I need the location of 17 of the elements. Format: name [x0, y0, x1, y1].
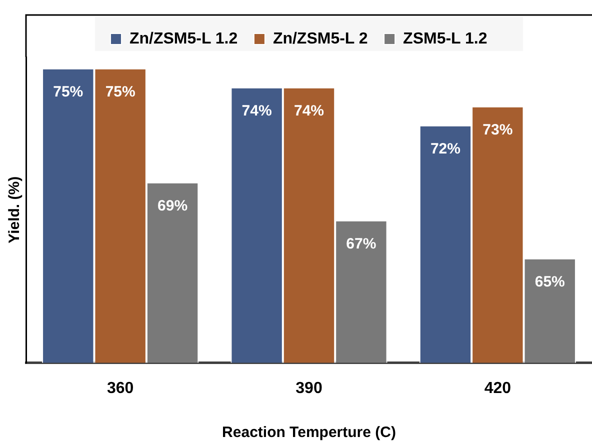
legend-label: Zn/ZSM5-L 1.2: [129, 30, 238, 48]
data-label: 74%: [242, 102, 272, 120]
x-tick-label: 360: [106, 380, 134, 397]
data-label: 67%: [346, 235, 376, 252]
data-label: 72%: [430, 140, 460, 158]
data-label: 74%: [294, 102, 324, 120]
data-label: 75%: [105, 84, 136, 101]
x-tick-label: 390: [296, 380, 322, 397]
data-label: 75%: [53, 84, 84, 101]
x-tick-label: 420: [484, 380, 512, 397]
legend-label: Zn/ZSM5-L 2: [272, 30, 368, 48]
data-label: 69%: [158, 198, 188, 214]
data-label: 73%: [482, 122, 513, 139]
data-label: 65%: [534, 273, 565, 290]
y-axis-title: Yield. (%): [6, 176, 24, 244]
legend-label: ZSM5-L 1.2: [403, 30, 488, 48]
x-axis-title: Reaction Temperture (C): [222, 424, 396, 442]
